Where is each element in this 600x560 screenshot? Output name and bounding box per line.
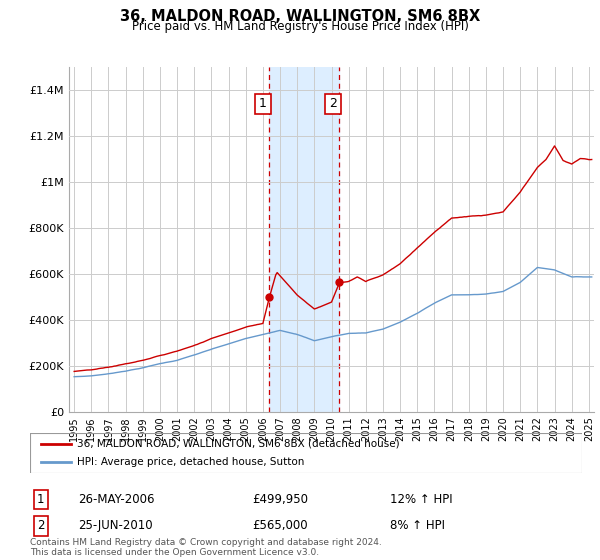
Bar: [269, 67, 340, 412]
Text: 36, MALDON ROAD, WALLINGTON, SM6 8BX (detached house): 36, MALDON ROAD, WALLINGTON, SM6 8BX (de…: [77, 439, 400, 449]
Text: 25-JUN-2010: 25-JUN-2010: [78, 519, 152, 533]
Text: £499,950: £499,950: [252, 493, 308, 506]
Text: 1: 1: [259, 97, 267, 110]
Text: HPI: Average price, detached house, Sutton: HPI: Average price, detached house, Sutt…: [77, 458, 304, 467]
Text: Contains HM Land Registry data © Crown copyright and database right 2024.
This d: Contains HM Land Registry data © Crown c…: [30, 538, 382, 557]
Text: 2: 2: [329, 97, 337, 110]
Text: 12% ↑ HPI: 12% ↑ HPI: [390, 493, 452, 506]
Text: 2: 2: [37, 519, 44, 533]
Text: 26-MAY-2006: 26-MAY-2006: [78, 493, 155, 506]
Text: 1: 1: [37, 493, 44, 506]
Text: £565,000: £565,000: [252, 519, 308, 533]
Text: 36, MALDON ROAD, WALLINGTON, SM6 8BX: 36, MALDON ROAD, WALLINGTON, SM6 8BX: [120, 9, 480, 24]
Text: Price paid vs. HM Land Registry's House Price Index (HPI): Price paid vs. HM Land Registry's House …: [131, 20, 469, 33]
Text: 8% ↑ HPI: 8% ↑ HPI: [390, 519, 445, 533]
